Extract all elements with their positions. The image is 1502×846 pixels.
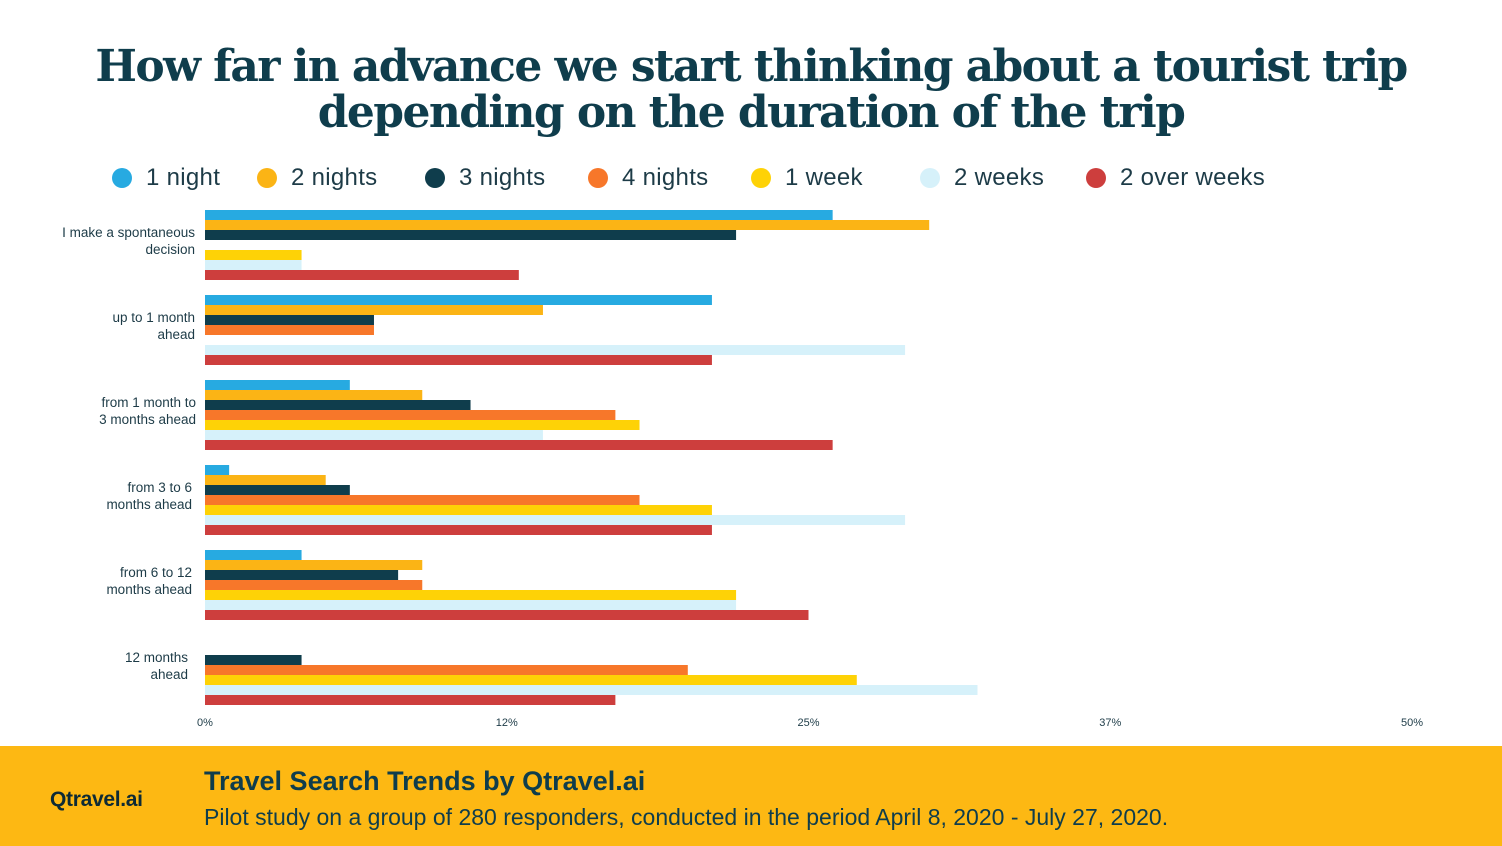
x-tick-label: 25% (797, 717, 819, 729)
bar-1-night-2 (205, 380, 350, 390)
legend-label: 4 nights (622, 164, 709, 191)
category-label: ahead (150, 667, 188, 682)
chart-legend: 1 night 2 nights 3 nights 4 nights 1 week 2 w… (0, 162, 1502, 194)
bar-3-nights-3 (205, 485, 350, 495)
x-tick-label: 50% (1401, 717, 1423, 729)
legend-label: 3 nights (459, 164, 546, 191)
legend-item: 2 weeks (920, 162, 1044, 194)
bar-2-nights-3 (205, 475, 326, 485)
bar-2-nights-1 (205, 305, 543, 315)
category-label: from 1 month to (101, 395, 196, 410)
legend-swatch (425, 168, 445, 188)
legend-label: 1 night (146, 164, 221, 191)
bar-2-weeks-4 (205, 600, 737, 610)
x-tick-label: 0% (197, 717, 213, 729)
bar-1-week-3 (205, 505, 712, 515)
bar-3-nights-2 (205, 400, 471, 410)
x-tick-label: 12% (496, 717, 518, 729)
bar-4-nights-5 (205, 665, 688, 675)
legend-label: 2 weeks (954, 164, 1045, 191)
bar-1-night-1 (205, 295, 712, 305)
bar-2-nights-2 (205, 390, 423, 400)
bar-2-weeks-1 (205, 345, 906, 355)
legend-swatch (257, 168, 277, 188)
x-tick-label: 37% (1099, 717, 1121, 729)
legend-label: 2 nights (291, 164, 378, 191)
bar-2-over-weeks-2 (205, 440, 833, 450)
category-label: from 6 to 12 (120, 565, 192, 580)
category-label: months ahead (106, 497, 192, 512)
category-label: from 3 to 6 (127, 480, 192, 495)
bar-4-nights-4 (205, 580, 423, 590)
bar-1-week-5 (205, 675, 857, 685)
bar-4-nights-1 (205, 325, 374, 335)
legend-label: 2 over weeks (1120, 164, 1265, 191)
bar-2-nights-0 (205, 220, 930, 230)
bar-2-over-weeks-4 (205, 610, 809, 620)
bar-3-nights-1 (205, 315, 374, 325)
bar-2-over-weeks-0 (205, 270, 519, 280)
chart-title-line-2: depending on the duration of the trip (317, 87, 1186, 138)
category-label: months ahead (106, 582, 192, 597)
bar-3-nights-0 (205, 230, 737, 240)
bar-1-week-4 (205, 590, 737, 600)
bar-3-nights-5 (205, 655, 302, 665)
brand-logo: Qtravel.ai (50, 788, 143, 811)
bar-2-weeks-5 (205, 685, 978, 695)
footer-subtitle: Pilot study on a group of 280 responders… (204, 804, 1169, 830)
footer-title: Travel Search Trends by Qtravel.ai (204, 766, 646, 796)
legend-swatch (920, 168, 940, 188)
bar-2-weeks-0 (205, 260, 302, 270)
legend-item: 2 nights (257, 162, 377, 194)
legend-label: 1 week (785, 164, 863, 191)
bar-3-nights-4 (205, 570, 399, 580)
category-label: I make a spontaneous (62, 225, 195, 240)
legend-item: 4 nights (588, 162, 708, 194)
bar-1-night-3 (205, 465, 230, 475)
category-label: 12 months (125, 650, 188, 665)
legend-item: 1 night (112, 162, 220, 194)
bar-2-over-weeks-5 (205, 695, 616, 705)
category-label: 3 months ahead (99, 412, 196, 427)
bar-chart: I make a spontaneous decision up to 1 mont… (62, 210, 1423, 729)
legend-swatch (1086, 168, 1106, 188)
category-label: ahead (157, 327, 195, 342)
chart-title: How far in advance we start thinking abo… (0, 44, 1502, 136)
chart-title-line-1: How far in advance we start thinking abo… (95, 41, 1408, 92)
bar-2-over-weeks-3 (205, 525, 712, 535)
legend-item: 3 nights (425, 162, 545, 194)
bar-4-nights-3 (205, 495, 640, 505)
bar-2-weeks-3 (205, 515, 906, 525)
legend-swatch (588, 168, 608, 188)
footer-banner: Qtravel.ai Travel Search Trends by Qtrav… (0, 746, 1502, 846)
category-label: up to 1 month (112, 310, 195, 325)
bar-2-over-weeks-1 (205, 355, 712, 365)
legend-item: 2 over weeks (1086, 162, 1265, 194)
bar-2-nights-4 (205, 560, 423, 570)
category-label: decision (145, 242, 195, 257)
legend-swatch (112, 168, 132, 188)
legend-swatch (751, 168, 771, 188)
bar-4-nights-2 (205, 410, 616, 420)
legend-item: 1 week (751, 162, 863, 194)
bar-1-night-4 (205, 550, 302, 560)
bar-1-week-0 (205, 250, 302, 260)
bar-1-night-0 (205, 210, 833, 220)
bar-2-weeks-2 (205, 430, 543, 440)
bar-1-week-2 (205, 420, 640, 430)
